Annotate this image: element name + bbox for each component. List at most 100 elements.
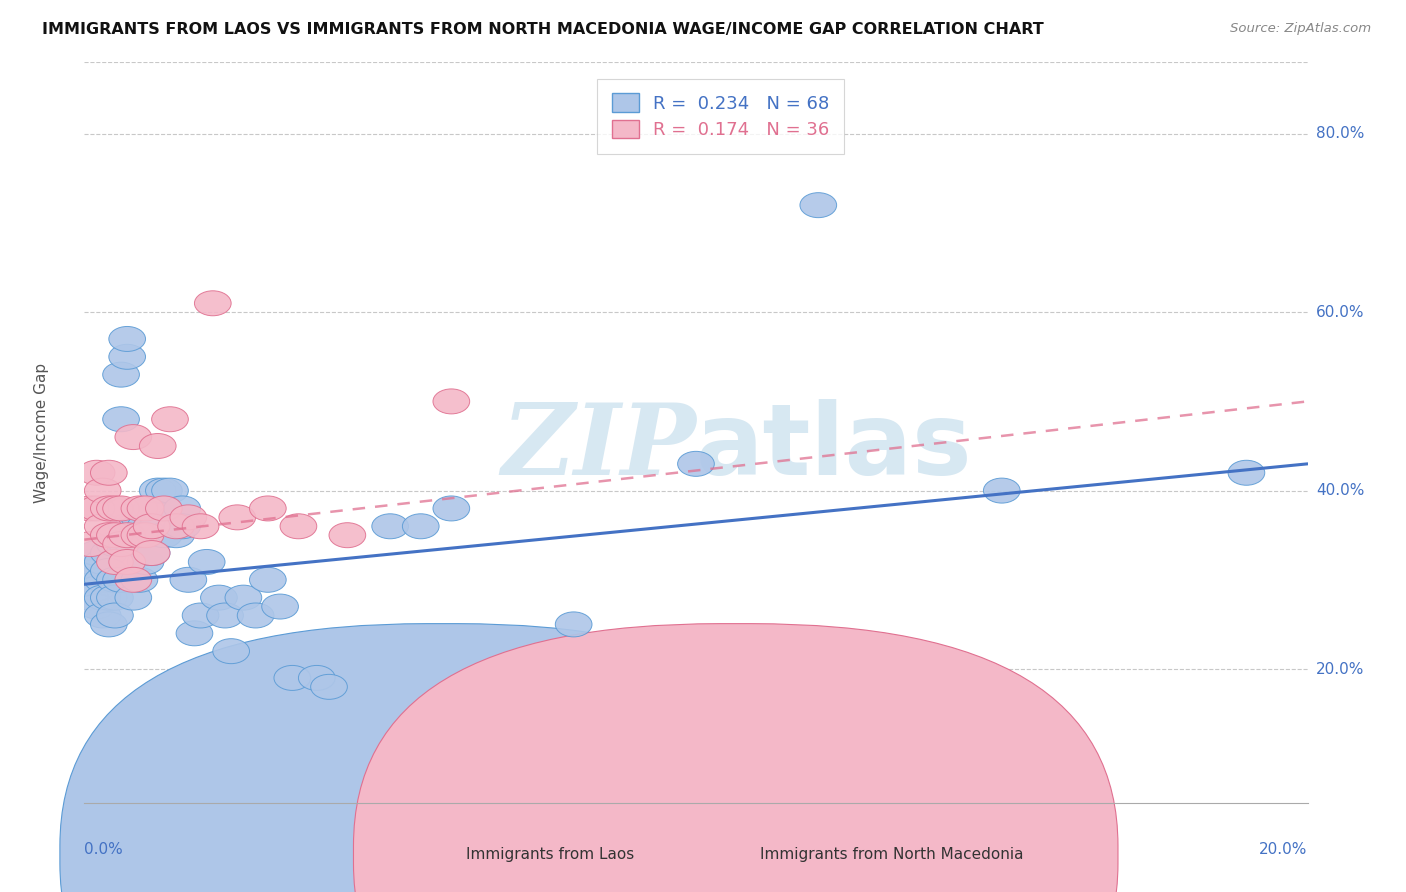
Ellipse shape (678, 451, 714, 476)
Text: 0.0%: 0.0% (84, 842, 124, 856)
Ellipse shape (79, 576, 115, 601)
Ellipse shape (121, 496, 157, 521)
Ellipse shape (108, 514, 146, 539)
Text: Wage/Income Gap: Wage/Income Gap (34, 362, 49, 503)
Ellipse shape (152, 478, 188, 503)
Ellipse shape (79, 496, 115, 521)
Ellipse shape (79, 558, 115, 583)
Ellipse shape (183, 603, 219, 628)
Ellipse shape (72, 567, 108, 592)
Ellipse shape (157, 514, 194, 539)
Ellipse shape (194, 291, 231, 316)
Ellipse shape (555, 612, 592, 637)
Ellipse shape (983, 478, 1021, 503)
Ellipse shape (170, 505, 207, 530)
Legend: R =  0.234   N = 68, R =  0.174   N = 36: R = 0.234 N = 68, R = 0.174 N = 36 (598, 78, 844, 153)
Text: atlas: atlas (696, 399, 973, 496)
Ellipse shape (97, 567, 134, 592)
Ellipse shape (134, 496, 170, 521)
Ellipse shape (134, 514, 170, 539)
Ellipse shape (134, 514, 170, 539)
Ellipse shape (280, 514, 316, 539)
Ellipse shape (84, 567, 121, 592)
Ellipse shape (108, 549, 146, 574)
Ellipse shape (121, 567, 157, 592)
Ellipse shape (165, 514, 201, 539)
Ellipse shape (298, 665, 335, 690)
Ellipse shape (183, 514, 219, 539)
Ellipse shape (311, 674, 347, 699)
Text: ZIP: ZIP (501, 400, 696, 496)
Ellipse shape (134, 541, 170, 566)
FancyBboxPatch shape (353, 624, 1118, 892)
Ellipse shape (274, 665, 311, 690)
Ellipse shape (127, 496, 165, 521)
Ellipse shape (84, 603, 121, 628)
Ellipse shape (72, 532, 108, 557)
Ellipse shape (139, 434, 176, 458)
Ellipse shape (115, 514, 152, 539)
Ellipse shape (79, 460, 115, 485)
Ellipse shape (433, 496, 470, 521)
Ellipse shape (84, 549, 121, 574)
Ellipse shape (139, 478, 176, 503)
Ellipse shape (79, 541, 115, 566)
Ellipse shape (108, 523, 146, 548)
Ellipse shape (433, 389, 470, 414)
Ellipse shape (152, 407, 188, 432)
Text: 40.0%: 40.0% (1316, 483, 1364, 498)
Ellipse shape (72, 496, 108, 521)
Text: Immigrants from Laos: Immigrants from Laos (465, 847, 634, 863)
Ellipse shape (115, 585, 152, 610)
Ellipse shape (212, 639, 249, 664)
Ellipse shape (127, 514, 165, 539)
Ellipse shape (72, 549, 108, 574)
Ellipse shape (97, 523, 134, 548)
Ellipse shape (157, 523, 194, 548)
Ellipse shape (1227, 460, 1265, 485)
Ellipse shape (121, 505, 157, 530)
Ellipse shape (103, 567, 139, 592)
Ellipse shape (90, 585, 127, 610)
Ellipse shape (108, 532, 146, 557)
Ellipse shape (97, 549, 134, 574)
Ellipse shape (219, 505, 256, 530)
Ellipse shape (90, 460, 127, 485)
Ellipse shape (97, 532, 134, 557)
Text: 60.0%: 60.0% (1316, 305, 1364, 319)
Ellipse shape (207, 603, 243, 628)
Ellipse shape (115, 532, 152, 557)
Ellipse shape (139, 514, 176, 539)
Ellipse shape (90, 558, 127, 583)
Ellipse shape (225, 585, 262, 610)
Ellipse shape (108, 344, 146, 369)
Ellipse shape (146, 478, 183, 503)
Ellipse shape (115, 425, 152, 450)
Ellipse shape (800, 193, 837, 218)
Ellipse shape (402, 514, 439, 539)
Text: Immigrants from North Macedonia: Immigrants from North Macedonia (759, 847, 1024, 863)
Text: 20.0%: 20.0% (1316, 662, 1364, 676)
Ellipse shape (103, 362, 139, 387)
Ellipse shape (127, 523, 165, 548)
Ellipse shape (97, 496, 134, 521)
Ellipse shape (262, 594, 298, 619)
Ellipse shape (146, 496, 183, 521)
Ellipse shape (165, 496, 201, 521)
Ellipse shape (127, 523, 165, 548)
Ellipse shape (170, 567, 207, 592)
Ellipse shape (84, 478, 121, 503)
Ellipse shape (134, 541, 170, 566)
Ellipse shape (146, 523, 183, 548)
Ellipse shape (201, 585, 238, 610)
Ellipse shape (72, 585, 108, 610)
Ellipse shape (176, 621, 212, 646)
Ellipse shape (249, 567, 287, 592)
Ellipse shape (97, 603, 134, 628)
Ellipse shape (103, 532, 139, 557)
Ellipse shape (127, 549, 165, 574)
Ellipse shape (84, 585, 121, 610)
FancyBboxPatch shape (60, 624, 824, 892)
Ellipse shape (188, 549, 225, 574)
Ellipse shape (157, 505, 194, 530)
